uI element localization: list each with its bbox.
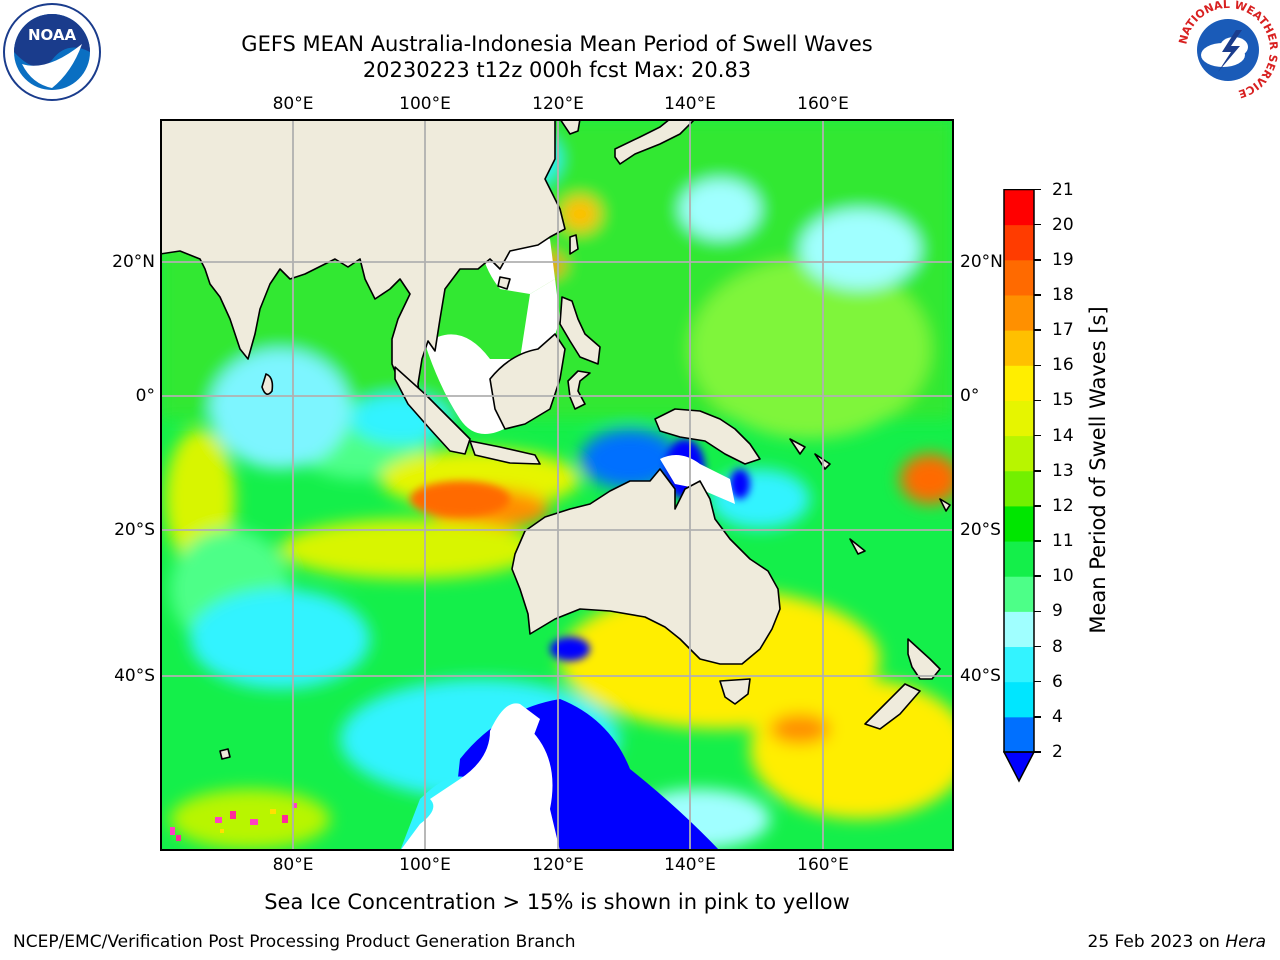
noaa-logo: NOAA (2, 2, 102, 106)
colorbar-tick-mark (1034, 188, 1041, 191)
colorbar-tick-mark (1034, 505, 1041, 507)
colorbar-tick-label: 14 (1052, 425, 1074, 446)
producer-credit: NCEP/EMC/Verification Post Processing Pr… (13, 932, 576, 952)
lon-tick-bottom: 80°E (272, 855, 314, 875)
gridlines (160, 119, 954, 851)
colorbar-tick-label: 6 (1052, 671, 1063, 692)
colorbar-tick-mark (1034, 223, 1041, 226)
chart-title: GEFS MEAN Australia-Indonesia Mean Perio… (241, 32, 873, 56)
lat-tick-right: 20°S (960, 520, 1001, 540)
lat-tick-left: 20°S (114, 520, 155, 540)
colorbar-tick-label: 15 (1052, 390, 1074, 411)
colorbar-tick-label: 20 (1052, 214, 1074, 235)
lat-tick-left: 20°N (112, 252, 155, 272)
lon-tick-top: 120°E (532, 94, 584, 114)
lon-tick-bottom: 140°E (664, 855, 716, 875)
colorbar-tick-mark (1034, 751, 1041, 753)
colorbar-band (1004, 189, 1034, 226)
colorbar-band (1004, 505, 1034, 542)
colorbar-under-arrow (1003, 751, 1036, 783)
colorbar-tick-label: 2 (1052, 742, 1063, 762)
colorbar-tick-label: 12 (1052, 495, 1074, 516)
lon-tick-bottom: 100°E (399, 855, 451, 875)
colorbar-tick-mark (1034, 610, 1041, 613)
colorbar-tick-label: 4 (1052, 706, 1063, 727)
lon-tick-bottom: 160°E (797, 855, 849, 875)
map-frame (160, 119, 954, 851)
colorbar-tick-label: 13 (1052, 460, 1074, 481)
colorbar (1003, 189, 1036, 783)
svg-text:NOAA: NOAA (28, 26, 77, 44)
colorbar-band (1004, 435, 1034, 472)
colorbar-tick-mark (1034, 680, 1041, 683)
colorbar-band (1004, 294, 1034, 331)
lat-tick-right: 20°N (960, 252, 1003, 272)
colorbar-tick-label: 9 (1052, 601, 1063, 622)
lon-tick-top: 160°E (797, 94, 849, 114)
colorbar-band (1004, 400, 1034, 437)
colorbar-tick-mark (1034, 716, 1041, 718)
lat-tick-right: 0° (960, 386, 980, 406)
colorbar-band (1004, 611, 1034, 648)
lon-tick-bottom: 120°E (532, 855, 584, 875)
run-date: 25 Feb 2023 on Hera (1088, 932, 1266, 952)
lat-tick-right: 40°S (960, 666, 1001, 686)
lon-tick-top: 140°E (664, 94, 716, 114)
lat-tick-left: 0° (135, 386, 155, 406)
colorbar-tick-label: 10 (1052, 566, 1074, 587)
sea-ice-markers (170, 803, 297, 841)
colorbar-band (1004, 259, 1034, 296)
colorbar-tick-mark (1034, 540, 1041, 542)
colorbar-band (1004, 470, 1034, 507)
colorbar-band (1004, 576, 1034, 612)
lon-tick-top: 80°E (272, 94, 314, 114)
colorbar-tick-label: 19 (1052, 249, 1074, 270)
run-date-text: 25 Feb 2023 on (1087, 932, 1226, 952)
nws-logo: NATIONAL WEATHER SERVICE (1176, 0, 1280, 104)
colorbar-tick-label: 18 (1052, 284, 1074, 305)
swell-period-map (160, 119, 954, 851)
colorbar-band (1004, 541, 1034, 577)
colorbar-tick-mark (1034, 434, 1041, 437)
colorbar-tick-mark (1034, 294, 1041, 296)
colorbar-tick-mark (1034, 575, 1041, 577)
colorbar-tick-mark (1034, 364, 1041, 367)
colorbar-band (1004, 646, 1034, 683)
colorbar-band (1004, 365, 1034, 401)
lat-tick-left: 40°S (114, 666, 155, 686)
colorbar-tick-label: 11 (1052, 531, 1074, 552)
host-name: Hera (1225, 932, 1266, 952)
colorbar-tick-mark (1034, 259, 1041, 261)
colorbar-band (1004, 716, 1034, 753)
colorbar-tick-label: 21 (1052, 179, 1074, 200)
chart-subtitle-forecast: 20230223 t12z 000h fcst Max: 20.83 (362, 58, 752, 82)
colorbar-band (1004, 224, 1034, 261)
colorbar-tick-label: 8 (1052, 636, 1063, 657)
colorbar-band (1004, 681, 1034, 718)
colorbar-tick-mark (1034, 329, 1041, 331)
colorbar-tick-mark (1034, 645, 1041, 648)
colorbar-band (1004, 330, 1034, 366)
lon-tick-top: 100°E (399, 94, 451, 114)
colorbar-tick-label: 16 (1052, 355, 1074, 376)
colorbar-tick-mark (1034, 399, 1041, 402)
colorbar-tick-label: 17 (1052, 320, 1074, 341)
colorbar-label: Mean Period of Swell Waves [s] (1086, 306, 1110, 634)
sea-ice-note: Sea Ice Concentration > 15% is shown in … (264, 890, 850, 914)
colorbar-tick-mark (1034, 470, 1041, 472)
